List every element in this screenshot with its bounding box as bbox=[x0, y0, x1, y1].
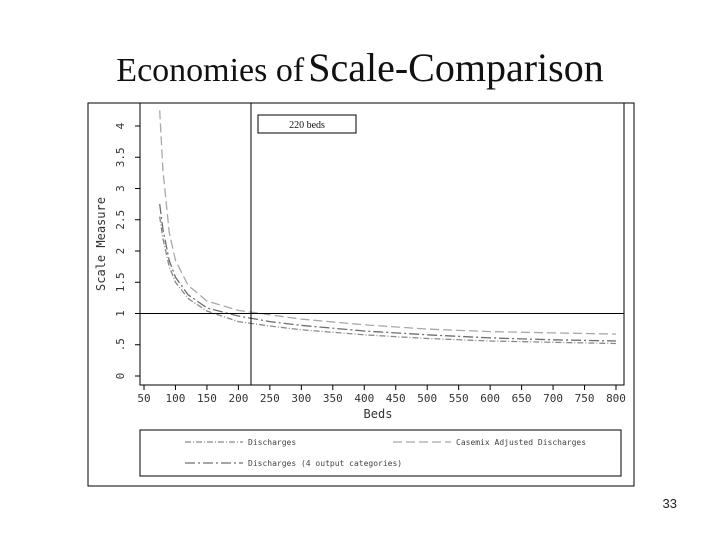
y-tick-label: 1 bbox=[114, 310, 127, 317]
x-tick-label: 550 bbox=[449, 392, 469, 405]
series-line-1 bbox=[159, 216, 617, 345]
slide-title-part2: Scale-Comparison bbox=[308, 45, 604, 90]
x-tick-label: 800 bbox=[606, 392, 626, 405]
y-tick-label: 0 bbox=[114, 373, 127, 380]
legend-label-2: Casemix Adjusted Discharges bbox=[456, 438, 586, 447]
x-tick-label: 600 bbox=[480, 392, 500, 405]
legend bbox=[139, 429, 622, 477]
y-tick-label: .5 bbox=[114, 338, 127, 351]
x-tick-label: 300 bbox=[291, 392, 311, 405]
x-tick-label: 50 bbox=[137, 392, 150, 405]
y-tick-label: 2.5 bbox=[114, 210, 127, 230]
x-tick-label: 250 bbox=[260, 392, 280, 405]
y-axis: 0 .5 1 1.5 2 2.5 3 3.5 4 bbox=[114, 122, 140, 379]
annotation-box bbox=[257, 114, 357, 134]
y-axis-label: Scale Measure bbox=[94, 197, 108, 291]
x-axis: 50 100 150 200 250 300 350 400 450 500 550 600 650 70… bbox=[137, 385, 626, 405]
legend-label-3: Discharges (4 output categories) bbox=[248, 459, 402, 468]
y-tick-label: 4 bbox=[114, 122, 127, 129]
slide-title: Economies of Scale-Comparison bbox=[0, 44, 720, 91]
x-axis-label: Beds bbox=[364, 407, 393, 421]
legend-label-1: Discharges bbox=[248, 438, 296, 447]
legend-items: Discharges Casemix Adjusted Discharges Dis… bbox=[185, 438, 586, 468]
series-lines bbox=[159, 110, 617, 345]
x-tick-label: 750 bbox=[575, 392, 595, 405]
x-tick-label: 650 bbox=[512, 392, 532, 405]
x-tick-label: 500 bbox=[417, 392, 437, 405]
chart-outer-frame bbox=[87, 102, 635, 487]
y-tick-label: 3 bbox=[114, 185, 127, 192]
x-tick-label: 450 bbox=[386, 392, 406, 405]
x-tick-label: 400 bbox=[354, 392, 374, 405]
plot-area bbox=[139, 102, 625, 386]
y-tick-label: 1.5 bbox=[114, 272, 127, 292]
series-line-2 bbox=[159, 110, 617, 335]
y-tick-label: 2 bbox=[114, 248, 127, 255]
x-tick-label: 200 bbox=[228, 392, 248, 405]
x-tick-label: 150 bbox=[197, 392, 217, 405]
x-tick-label: 700 bbox=[543, 392, 563, 405]
series-line-3 bbox=[159, 204, 617, 342]
slide-title-part1: Economies of bbox=[116, 52, 305, 89]
x-tick-label: 350 bbox=[323, 392, 343, 405]
x-tick-label: 100 bbox=[166, 392, 186, 405]
y-tick-label: 3.5 bbox=[114, 147, 127, 167]
page-number: 33 bbox=[662, 496, 677, 511]
annotation-label: 220 beds bbox=[289, 120, 325, 131]
